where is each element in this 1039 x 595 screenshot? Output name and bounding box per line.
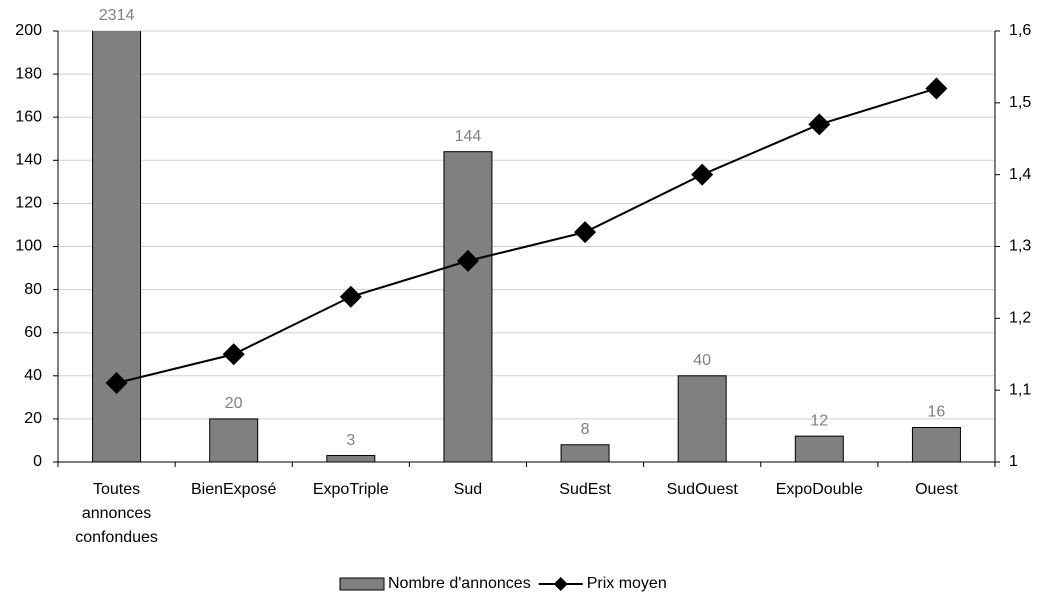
point [222,343,245,366]
legend-swatch [339,577,385,591]
y2-tick-label: 1,3 [1009,238,1031,255]
bar [911,427,961,462]
bar [326,455,376,462]
y-tick-label: 140 [15,152,42,169]
legend-marker [553,577,568,591]
y2-tick-label: 1,5 [1009,94,1031,111]
y2-tick-label: 1,6 [1009,22,1031,39]
x-tick-label: ExpoTriple [313,481,389,498]
bar [209,418,259,462]
bar [560,444,610,462]
point [105,371,128,394]
value-label: 8 [581,421,590,438]
legend-label: Nombre d'annonces [388,575,531,592]
x-tick-label: SudOuest [667,481,739,498]
bar [443,151,493,462]
plot-area [92,31,961,462]
value-label: 16 [928,404,946,421]
x-tick-label: Toutes annonces confondues [75,481,158,546]
y2-tick-label: 1,2 [1009,310,1031,327]
y-tick-label: 120 [15,195,42,212]
y-tick-label: 80 [24,281,42,298]
y-tick-label: 60 [24,324,42,341]
y-tick-label: 20 [24,410,42,427]
x-tick-label: Ouest [915,481,958,498]
legend-label: Prix moyen [587,575,667,592]
x-tick-label: Sud [454,481,482,498]
y-tick-label: 0 [33,453,42,470]
y2-tick-label: 1,4 [1009,166,1031,183]
point [808,113,831,136]
value-label: 3 [346,432,355,449]
bar [794,435,844,462]
y-tick-label: 180 [15,65,42,82]
value-label: 144 [455,128,482,145]
point [339,285,362,308]
bar [677,375,727,462]
value-label: 20 [225,395,243,412]
value-label: 2314 [99,7,135,24]
value-label: 12 [810,412,828,429]
y-tick-label: 200 [15,22,42,39]
point [456,249,479,272]
y-tick-label: 100 [15,238,42,255]
point [574,221,597,244]
value-label: 40 [693,352,711,369]
line [116,87,937,384]
x-tick-label: BienExposé [191,481,276,498]
y2-tick-label: 1,1 [1009,381,1031,398]
y2-tick-label: 1 [1009,453,1018,470]
point [691,163,714,186]
point [925,77,948,100]
y-tick-label: 160 [15,108,42,125]
y-tick-label: 40 [24,367,42,384]
x-tick-label: SudEst [559,481,611,498]
x-tick-label: ExpoDouble [776,481,863,498]
